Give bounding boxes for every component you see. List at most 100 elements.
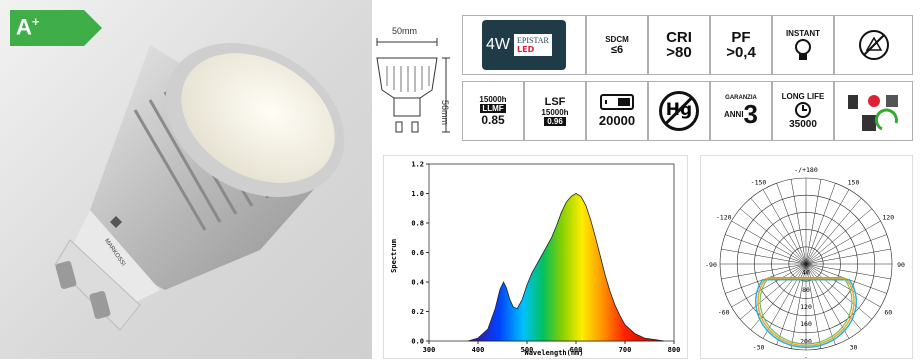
bulb-outline-drawing xyxy=(376,38,450,133)
cri-label: CRI xyxy=(666,29,692,46)
polar-spoke xyxy=(762,263,807,339)
polar-spoke xyxy=(805,197,862,265)
no-dimmer-icon xyxy=(858,30,889,60)
polar-curve-c180 xyxy=(759,277,853,345)
long-life-hours: 35000 xyxy=(789,119,817,130)
polar-distribution-chart: -/+180 150 120 90 60 30 0 -30 -60 -90 -120 -150 40 80… xyxy=(700,155,913,362)
spectrum-x-tick-label: 700 xyxy=(619,346,632,354)
spectrum-plot: 300 400 500 600 700 8000.00.20.40.60.81.01.2 … xyxy=(390,161,681,358)
instant-label: INSTANT xyxy=(785,28,821,38)
llmf-label: LLMF xyxy=(480,103,506,113)
lsf-hours: 15000h xyxy=(541,108,569,117)
spectrum-x-tick-label: 400 xyxy=(472,346,485,354)
bulb-icon xyxy=(795,38,811,60)
long-life-cell: LONG LIFE 35000 xyxy=(772,81,834,141)
polar-angle-label: 150 xyxy=(848,179,860,187)
polar-spoke xyxy=(762,189,807,265)
cri-cell: CRI >80 xyxy=(648,15,710,75)
spectrum-x-tick-label: 500 xyxy=(521,346,534,354)
llmf-value: 0.85 xyxy=(481,112,505,127)
led-bulb-illustration xyxy=(54,42,345,331)
polar-spoke xyxy=(805,208,873,265)
lsf-label: LSF xyxy=(544,96,566,108)
polar-spoke xyxy=(739,263,807,320)
polar-spoke xyxy=(805,263,891,280)
sdcm-cell: SDCM ≤6 xyxy=(586,15,648,75)
polar-angle-label: 60 xyxy=(884,309,892,317)
lsf-value: 0.96 xyxy=(544,117,566,126)
chip-type-label: LED xyxy=(517,45,535,54)
no-dimmer-cell xyxy=(834,15,913,75)
polar-curve-c0 xyxy=(757,277,855,347)
polar-radial-label: 40 xyxy=(802,269,810,277)
polar-spoke xyxy=(750,197,807,265)
spectrum-y-tick-label: 0.6 xyxy=(411,249,424,257)
polar-spoke xyxy=(731,220,807,265)
polar-radial-label: 160 xyxy=(800,320,812,328)
spectrum-area xyxy=(468,193,665,342)
polar-spoke xyxy=(805,248,891,265)
warranty-label: GARANZIA xyxy=(725,95,757,101)
polar-spoke xyxy=(731,263,807,308)
polar-angle-label: -/+180 xyxy=(794,166,818,174)
polar-angle-label: 90 xyxy=(897,261,905,269)
polar-spoke xyxy=(725,234,807,265)
polar-spoke xyxy=(721,248,807,265)
pf-value: >0,4 xyxy=(726,44,756,61)
height-label: 56mm xyxy=(440,100,450,126)
sdcm-value: ≤6 xyxy=(610,43,624,56)
polar-radial-label: 120 xyxy=(800,303,812,311)
cri-value: >80 xyxy=(666,44,692,61)
brand-logo-icon xyxy=(110,216,122,228)
feature-icon-grid: 4W EPISTAR LED SDCM ≤6 CRI >80 PF >0,4 I… xyxy=(462,15,913,145)
switch-cycles-cell: 20000 xyxy=(586,81,648,141)
lsf-cell: LSF 15000h 0.96 xyxy=(524,81,586,141)
polar-spoke xyxy=(776,183,807,265)
polar-spoke xyxy=(805,263,873,320)
wattage-label: 4W xyxy=(486,36,510,53)
llmf-cell: 15000h LLMF 0.85 xyxy=(462,81,524,141)
polar-spoke xyxy=(805,189,850,265)
warranty-value: 3 xyxy=(743,99,759,129)
polar-spoke xyxy=(805,183,836,265)
chip-brand-label: EPISTAR xyxy=(517,36,549,45)
switch-icon xyxy=(600,94,634,110)
sdcm-label: SDCM xyxy=(605,34,629,44)
wattage-chip-cell: 4W EPISTAR LED xyxy=(462,15,586,75)
polar-radial-label: 200 xyxy=(800,337,812,345)
spectrum-y-tick-label: 0.0 xyxy=(411,338,424,346)
product-photo: MARKOSSI A+ xyxy=(0,0,372,359)
polar-angle-label: 0 xyxy=(804,356,808,358)
polar-radial-label: 80 xyxy=(802,286,810,294)
spectrum-x-tick-label: 300 xyxy=(423,346,436,354)
polar-spoke xyxy=(790,179,807,265)
polar-spoke xyxy=(805,263,881,308)
energy-class-badge xyxy=(10,10,102,46)
polar-spoke xyxy=(805,234,887,265)
energy-class-label: A+ xyxy=(16,14,40,40)
polar-spoke xyxy=(805,179,822,265)
width-label: 50mm xyxy=(392,26,418,36)
polar-angle-label: -120 xyxy=(716,214,732,222)
polar-angle-label: -150 xyxy=(751,179,767,187)
clock-icon xyxy=(795,102,811,118)
mercury-free-cell: Hg xyxy=(648,81,710,141)
polar-spoke xyxy=(739,208,807,265)
polar-curve-c90 xyxy=(754,279,858,349)
disposal-cell xyxy=(834,81,913,141)
pf-cell: PF >0,4 xyxy=(710,15,772,75)
spectrum-y-tick-label: 0.4 xyxy=(411,279,424,287)
polar-spoke xyxy=(721,263,807,280)
polar-plot: -/+180 150 120 90 60 30 0 -30 -60 -90 -120 -150 40 80… xyxy=(705,166,905,362)
spectrum-y-axis-title: Spectrum xyxy=(390,239,398,273)
polar-spoke xyxy=(805,220,881,265)
spectrum-chart: 300 400 500 600 700 800 0.0 0.2 0.4 0.6 0.8 1.0 1.2 … xyxy=(383,155,688,359)
polar-angle-label: 30 xyxy=(850,343,858,351)
spectrum-y-tick-label: 1.0 xyxy=(411,190,424,198)
recycle-disposal-icon xyxy=(847,95,898,131)
spectrum-x-tick-label: 800 xyxy=(668,346,681,354)
spectrum-y-tick-label: 0.8 xyxy=(411,220,424,228)
polar-angle-label: -90 xyxy=(705,261,717,269)
spectrum-y-tick-label: 1.2 xyxy=(411,161,424,169)
warranty-cell: GARANZIA ANNI 3 xyxy=(710,81,772,141)
